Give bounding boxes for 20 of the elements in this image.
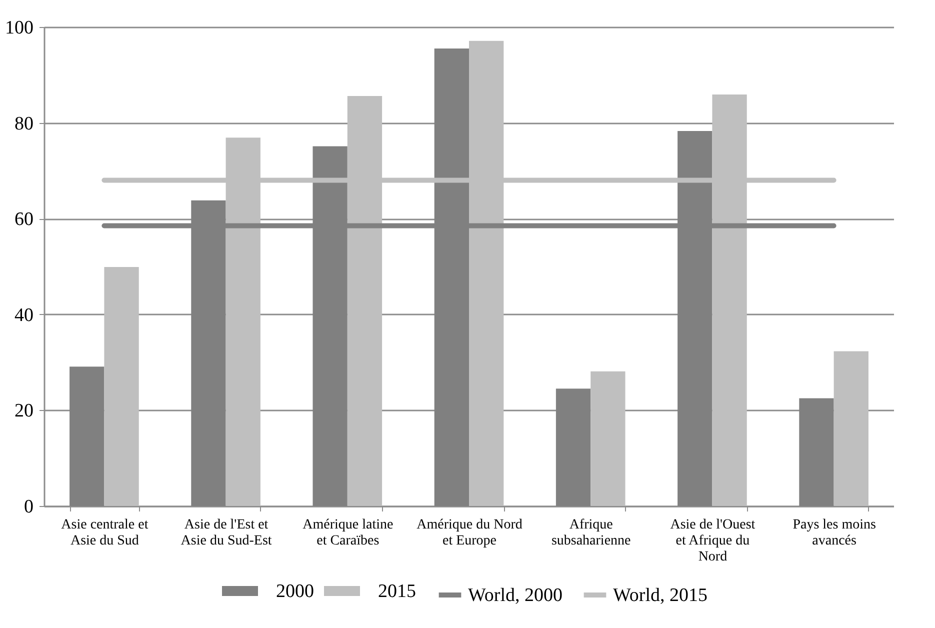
x-tick-label: Asie de l'Ouest et Afrique du Nord (670, 518, 756, 564)
legend-label: World, 2015 (613, 585, 708, 606)
y-tick-label: 100 (5, 18, 34, 38)
y-tick-label: 40 (14, 304, 34, 326)
x-tick-label: Pays les moins avancés (792, 518, 876, 548)
y-tick-label: 0 (24, 496, 34, 518)
bar (104, 266, 139, 506)
y-tick-label: 60 (14, 209, 34, 230)
x-tick-label: Asie de l'Est et Asie du Sud-Est (180, 518, 272, 548)
bar (590, 371, 626, 506)
legend-label: 2000 (276, 581, 314, 602)
legend-label: World, 2000 (468, 585, 563, 606)
x-tick-label: Amérique latine et Caraïbes (302, 518, 394, 548)
x-tick-label: Asie centrale et Asie du Sud (61, 518, 148, 548)
legend-label: 2015 (378, 581, 416, 602)
y-tick-label: 80 (14, 113, 34, 134)
x-tick-label: Amérique du Nord et Europe (416, 518, 522, 548)
bar (834, 351, 868, 506)
y-tick-label: 20 (14, 400, 34, 422)
x-tick-label: Afrique subsaharienne (551, 518, 631, 548)
